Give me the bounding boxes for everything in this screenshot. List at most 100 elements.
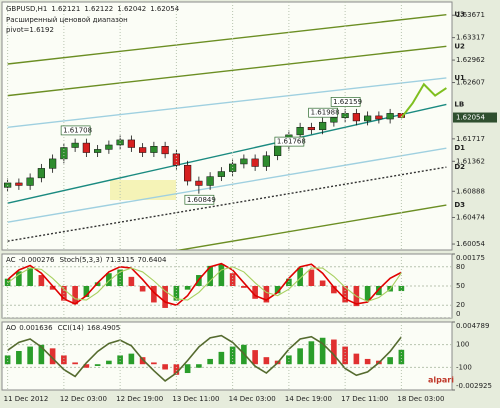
ao-plot	[2, 334, 452, 382]
candle-body	[161, 145, 169, 155]
histogram-bar	[4, 355, 11, 365]
band-label: D2	[454, 163, 465, 171]
x-tick-label: 14 Dec 19:00	[285, 395, 332, 403]
histogram-bar	[72, 286, 78, 305]
indicator-value: 70.6404	[137, 256, 166, 264]
histogram-bar	[274, 286, 281, 294]
candle-body	[240, 158, 248, 165]
price-label: 1.60849	[187, 196, 216, 204]
histogram-bar	[38, 344, 45, 365]
histogram-bar	[117, 269, 123, 286]
histogram-bar	[16, 350, 22, 365]
histogram-bar	[364, 286, 371, 301]
y-tick-label: 1.60054	[456, 240, 485, 248]
histogram-bar	[229, 273, 236, 286]
candle-body	[71, 142, 79, 148]
histogram-bar	[364, 358, 371, 365]
y-tick-label: 1.62607	[456, 79, 485, 87]
candle-body	[296, 127, 304, 136]
candle-body	[139, 147, 147, 153]
y-tick-label: 80	[456, 263, 465, 271]
y-tick-label: 1.63671	[456, 11, 485, 19]
indicator-line	[7, 334, 403, 382]
indicator-value: -0.000276	[19, 256, 55, 264]
histogram-bar	[16, 271, 22, 286]
histogram-bar	[139, 357, 146, 365]
indicator-line	[7, 266, 402, 302]
x-tick-label: 12 Dec 03:00	[60, 395, 107, 403]
histogram-bar	[38, 275, 45, 286]
candle-body	[172, 153, 180, 166]
indicator-name: AC	[6, 256, 16, 264]
indicator-name: AO	[6, 324, 17, 332]
symbol: GBPUSD,H1	[6, 5, 47, 13]
histogram-bar	[252, 350, 258, 365]
candle-body	[307, 127, 315, 131]
histogram-bar	[319, 337, 326, 365]
histogram-bar	[218, 351, 225, 365]
candle-body	[94, 149, 102, 153]
histogram-bar	[308, 269, 315, 286]
histogram-bar	[252, 286, 258, 299]
histogram-bar	[151, 362, 157, 365]
candle-body	[195, 180, 203, 186]
price-label-box	[274, 136, 305, 147]
y-tick-label: 1.61362	[456, 157, 485, 165]
candle-body	[206, 176, 214, 186]
price-label: 1.61988	[311, 109, 340, 117]
histogram-bar	[72, 362, 78, 365]
band-label: U3	[454, 11, 465, 19]
price-label-box	[60, 125, 91, 136]
candle-body	[116, 139, 124, 146]
histogram-bar	[49, 348, 56, 365]
histogram-bar	[387, 357, 393, 365]
candle-body	[352, 113, 360, 122]
chart-header: GBPUSD,H1 1.62121 1.62122 1.62042 1.62054	[6, 5, 180, 13]
x-tick-label: 18 Dec 03:00	[397, 395, 444, 403]
histogram-bar	[162, 286, 168, 308]
candle-body	[150, 145, 158, 153]
panel-header: AO 0.001636 CCI(14) 168.4905	[6, 324, 120, 332]
y2-tick-label: -0.002925	[456, 382, 492, 390]
price-label: 1.62159	[333, 98, 362, 106]
histogram-bar	[297, 348, 303, 365]
y-tick-label: 1.60888	[456, 187, 485, 195]
candle-body	[26, 177, 34, 186]
histogram-bar	[308, 341, 315, 365]
last-price: 1.62054	[456, 114, 485, 122]
histogram-bar	[94, 364, 101, 366]
candle-body	[82, 142, 90, 153]
band-label: LB	[454, 100, 464, 108]
histogram-bar	[398, 286, 405, 292]
overlay: 11 Dec 2012 12 Dec 03:00 12 Dec 19:00 13 De…	[4, 2, 497, 403]
x-tick-label: 12 Dec 19:00	[116, 395, 163, 403]
histogram-bar	[263, 357, 270, 365]
candle-body	[127, 139, 135, 148]
y-tick-label: 0	[456, 310, 460, 318]
ao-panel	[1, 321, 453, 391]
y-tick-label: 1.61717	[456, 135, 485, 143]
price-label-box	[330, 97, 361, 107]
candle-body	[15, 182, 23, 186]
histogram-bar	[106, 360, 112, 365]
band-label: U1	[454, 74, 465, 82]
candle-body	[341, 113, 349, 119]
candle-body	[262, 155, 270, 167]
indicator-value: 71.3115	[106, 256, 135, 264]
histogram-bar	[49, 286, 56, 290]
indicator-name: Stoch(5,3,3)	[60, 256, 103, 264]
histogram-bar	[139, 286, 146, 292]
logo: alpari	[428, 376, 454, 385]
price-label: 1.61768	[277, 138, 306, 146]
candle-body	[105, 144, 113, 150]
histogram-bar	[117, 355, 123, 365]
histogram-bar	[151, 286, 157, 303]
histogram-bar	[398, 349, 405, 365]
last-price-box	[453, 112, 497, 123]
y-tick-label: -100	[456, 363, 472, 371]
y2-tick-label: 0.00175	[456, 254, 485, 262]
ohlc-open: 1.62121	[51, 5, 80, 13]
histogram-bar	[162, 364, 168, 370]
subtitle: Расширенный ценовой диапазон	[6, 16, 128, 24]
